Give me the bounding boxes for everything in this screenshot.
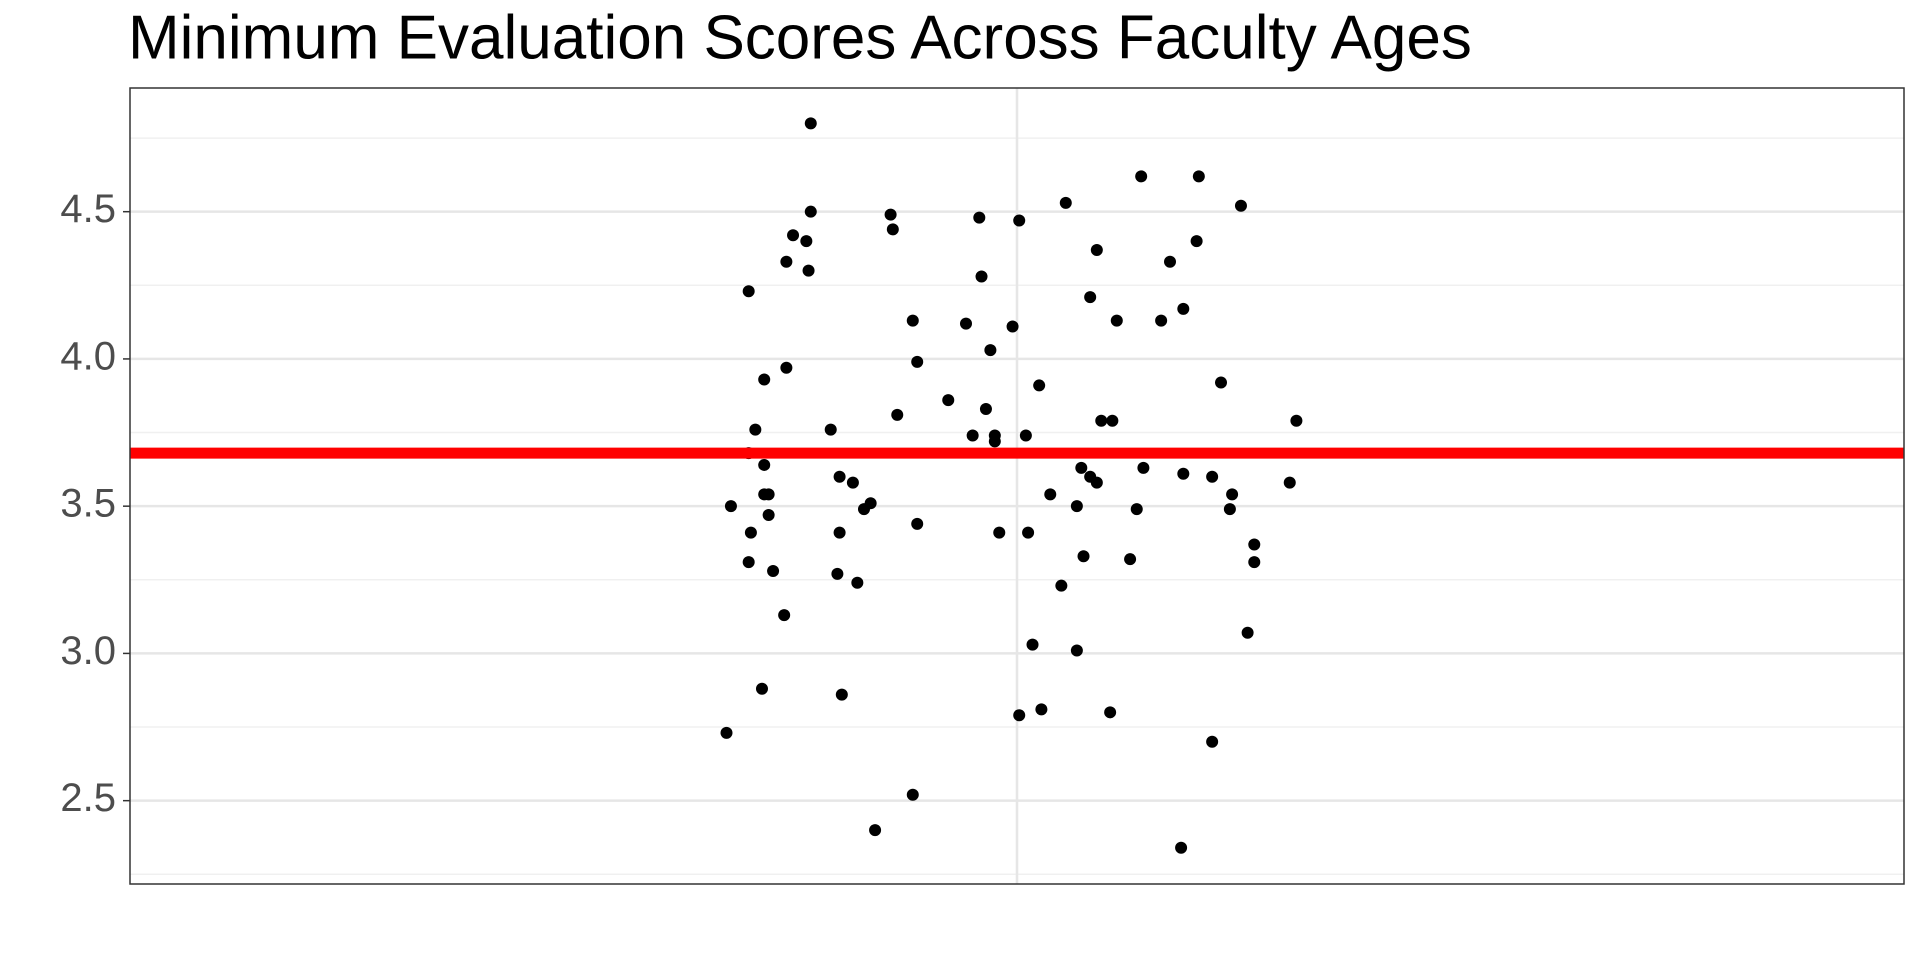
point <box>802 264 815 277</box>
point <box>778 609 791 622</box>
point <box>988 435 1001 448</box>
point <box>984 344 997 357</box>
point <box>1033 379 1046 392</box>
point <box>1095 414 1108 427</box>
plot-border <box>129 87 1905 885</box>
point <box>906 788 919 801</box>
point <box>973 211 986 224</box>
point <box>833 526 846 539</box>
point <box>742 285 755 298</box>
point <box>831 567 844 580</box>
point <box>1035 703 1048 716</box>
point <box>959 317 972 330</box>
point <box>846 476 859 489</box>
point <box>891 408 904 421</box>
y-tick-label: 3.0 <box>60 629 116 673</box>
point <box>1090 243 1103 256</box>
point <box>780 255 793 268</box>
y-tick-label: 2.5 <box>60 776 116 820</box>
point <box>755 682 768 695</box>
point <box>1248 556 1261 569</box>
point <box>758 373 771 386</box>
point <box>851 576 864 589</box>
point <box>758 458 771 471</box>
point <box>1130 503 1143 516</box>
point <box>1223 503 1236 516</box>
point <box>1026 638 1039 651</box>
point <box>1019 429 1032 442</box>
point <box>1022 526 1035 539</box>
point <box>979 402 992 415</box>
point <box>1124 553 1137 566</box>
point <box>1226 488 1239 501</box>
point <box>724 500 737 513</box>
point <box>1241 626 1254 639</box>
point <box>835 688 848 701</box>
point <box>1177 467 1190 480</box>
point <box>886 223 899 236</box>
point <box>1206 735 1219 748</box>
point <box>744 526 757 539</box>
point <box>804 205 817 218</box>
point <box>911 355 924 368</box>
point <box>1155 314 1168 327</box>
point <box>824 423 837 436</box>
point <box>1206 470 1219 483</box>
point <box>1135 170 1148 183</box>
point <box>1190 235 1203 248</box>
point <box>780 361 793 374</box>
point <box>1137 461 1150 474</box>
point <box>1044 488 1057 501</box>
point <box>1059 196 1072 209</box>
point <box>1234 199 1247 212</box>
point <box>1192 170 1205 183</box>
point <box>906 314 919 327</box>
point <box>1175 841 1188 854</box>
point <box>787 229 800 242</box>
point <box>993 526 1006 539</box>
point <box>1006 320 1019 333</box>
point <box>762 509 775 522</box>
point <box>804 117 817 130</box>
point <box>1070 500 1083 513</box>
point <box>1013 214 1026 227</box>
point <box>742 556 755 569</box>
point <box>1177 302 1190 315</box>
point <box>1013 709 1026 722</box>
point <box>1104 706 1117 719</box>
point <box>911 517 924 530</box>
point <box>1090 476 1103 489</box>
point <box>1055 579 1068 592</box>
point <box>869 824 882 837</box>
point <box>966 429 979 442</box>
point <box>1248 538 1261 551</box>
point <box>1215 376 1228 389</box>
point <box>767 564 780 577</box>
point <box>1077 550 1090 563</box>
point <box>1084 291 1097 304</box>
point <box>1290 414 1303 427</box>
point <box>1164 255 1177 268</box>
point <box>762 488 775 501</box>
point <box>884 208 897 221</box>
point <box>720 726 733 739</box>
point <box>1110 314 1123 327</box>
point <box>749 423 762 436</box>
point <box>800 235 813 248</box>
point <box>833 470 846 483</box>
y-tick-label: 4.5 <box>60 187 116 231</box>
point <box>864 497 877 510</box>
chart-title: Minimum Evaluation Scores Across Faculty… <box>128 3 1472 72</box>
point <box>975 270 988 283</box>
point <box>1106 414 1119 427</box>
y-tick-label: 3.5 <box>60 482 116 526</box>
point <box>1283 476 1296 489</box>
y-tick-label: 4.0 <box>60 334 116 378</box>
point <box>1075 461 1088 474</box>
point <box>1070 644 1083 657</box>
point <box>942 394 955 407</box>
